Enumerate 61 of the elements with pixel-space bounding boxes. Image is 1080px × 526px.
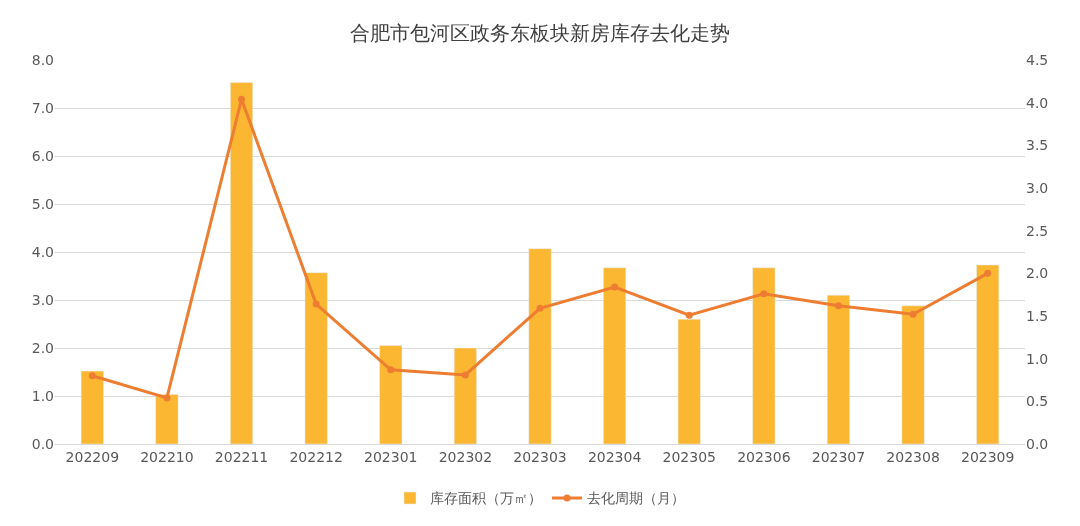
bar — [752, 267, 776, 444]
x-tick-label: 202209 — [65, 448, 120, 465]
point — [760, 290, 768, 298]
y2-tick-label: 0.0 — [1026, 435, 1049, 452]
y-tick-label: 7.0 — [31, 99, 54, 116]
y-tick-label: 3.0 — [31, 291, 54, 308]
point — [834, 302, 842, 310]
x-tick-label: 202305 — [662, 448, 716, 465]
y2-tick-label: 3.5 — [1026, 137, 1049, 154]
legend-label: 去化周期（月） — [587, 490, 685, 507]
chart-title: 合肥市包河区政务东板块新房库存去化走势 — [350, 21, 730, 46]
bar — [827, 294, 850, 444]
bar — [80, 370, 104, 444]
x-tick-label: 202211 — [214, 448, 269, 465]
bar — [603, 267, 627, 444]
point — [387, 366, 395, 374]
point — [312, 300, 320, 308]
y2-tick-label: 2.5 — [1026, 222, 1049, 239]
y-tick-label: 6.0 — [31, 147, 54, 164]
bar — [379, 345, 403, 444]
y-tick-label: 5.0 — [31, 195, 54, 212]
bar — [901, 305, 925, 444]
x-tick-label: 202304 — [587, 448, 642, 465]
point — [163, 394, 171, 402]
y-tick-label: 0.0 — [31, 435, 54, 452]
x-tick-label: 202301 — [364, 448, 418, 465]
bar — [528, 248, 552, 444]
point — [461, 371, 469, 379]
x-tick-label: 202307 — [811, 448, 866, 465]
x-tick-label: 202212 — [289, 448, 343, 465]
y-tick-label: 4.0 — [31, 243, 54, 260]
y2-tick-label: 4.5 — [1026, 51, 1049, 68]
point — [984, 269, 992, 277]
y2-tick-label: 0.5 — [1026, 393, 1049, 410]
bar — [304, 272, 328, 444]
y-tick-label: 8.0 — [31, 51, 54, 68]
point — [909, 310, 917, 318]
y2-tick-label: 1.0 — [1026, 350, 1049, 367]
legend-label: 库存面积（万㎡） — [430, 490, 542, 507]
point — [536, 304, 544, 312]
y2-tick-label: 3.0 — [1026, 179, 1049, 196]
point — [88, 372, 96, 380]
x-tick-label: 202308 — [886, 448, 940, 465]
point — [685, 311, 693, 319]
y2-tick-label: 1.5 — [1026, 307, 1049, 324]
bar — [453, 347, 477, 444]
x-tick-label: 202210 — [140, 448, 194, 465]
y-tick-label: 1.0 — [31, 387, 54, 404]
y-tick-label: 2.0 — [31, 339, 54, 356]
point — [238, 95, 246, 103]
bar — [677, 318, 701, 444]
y2-tick-label: 2.0 — [1026, 265, 1049, 282]
x-tick-label: 202303 — [513, 448, 567, 465]
bar — [155, 394, 179, 444]
point — [611, 283, 619, 291]
x-tick-label: 202306 — [737, 448, 791, 465]
x-tick-label: 202302 — [438, 448, 493, 465]
bar — [976, 264, 1000, 444]
bar — [230, 82, 253, 444]
y2-tick-label: 4.0 — [1026, 94, 1049, 111]
x-tick-label: 202309 — [960, 448, 1015, 465]
